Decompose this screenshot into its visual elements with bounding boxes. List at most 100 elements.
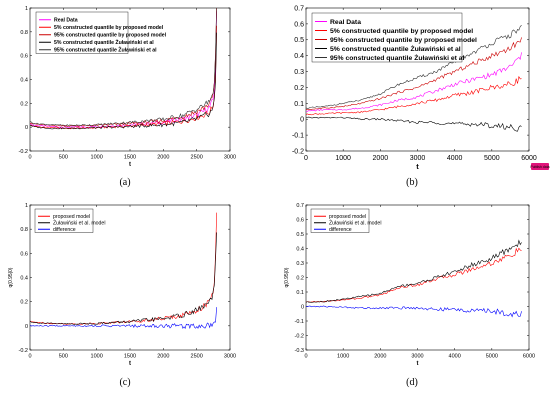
legend-label: 95% constructed quantile by proposed mod… (54, 33, 167, 39)
y-tick-label: 0.5 (296, 232, 304, 238)
x-tick-label: 1500 (124, 354, 136, 360)
y-tick-label: 0.6 (294, 21, 304, 28)
series-group (306, 25, 522, 132)
y-tick-label: 0 (301, 304, 304, 310)
y-tick-label: 0.4 (296, 246, 304, 252)
legend-label: 5% constructed quantile Żuławiński et al (330, 45, 461, 53)
publish-badge (531, 163, 549, 170)
x-tick-label: 6000 (523, 354, 535, 360)
y-tick-label: 0 (300, 117, 304, 124)
y-tick-label: 0.7 (296, 203, 304, 209)
legend-label: 95% constructed quantile Żuławiński et a… (330, 54, 465, 62)
y-tick-label: 0.2 (20, 300, 28, 306)
x-tick-label: 0 (28, 155, 31, 161)
x-tick-label: 0 (304, 155, 308, 162)
series-line-4 (306, 116, 522, 132)
publish-badge-label: Publish data (530, 165, 549, 169)
x-tick-label: 2500 (191, 354, 203, 360)
legend-label: proposed model (53, 214, 90, 220)
x-tick-label: 3000 (410, 155, 426, 162)
legend-label: 5% constructed quantile by proposed mode… (54, 25, 164, 31)
legend-label: difference (329, 227, 352, 233)
y-tick-label: -0.2 (19, 348, 28, 354)
legend-label: 5% constructed quantile by proposed mode… (330, 28, 473, 35)
x-tick-label: 1000 (337, 354, 349, 360)
y-tick-label: 0.8 (20, 227, 28, 233)
x-tick-label: 4000 (447, 155, 463, 162)
y-tick-label: 0.8 (20, 30, 28, 36)
chart-panel-1: -0.200.20.40.60.810 500 1000 1500 2000 2500 30… (19, 6, 237, 188)
series-line-5 (306, 25, 522, 109)
y-tick-label: 0.7 (294, 5, 304, 12)
legend-label: Real Data (54, 18, 78, 24)
x-tick-label: 6000 (521, 155, 537, 162)
legend-label: Żuławiński et al. model (53, 220, 105, 227)
x-tick-label: 500 (59, 354, 68, 360)
x-tick-label: 5000 (486, 354, 498, 360)
legend-box (310, 208, 370, 233)
series-group (30, 8, 217, 130)
x-tick-label: 2000 (373, 155, 389, 162)
y-tick-label: -0.2 (292, 148, 304, 155)
panel-caption: (d) (406, 377, 418, 388)
x-tick-label: 5000 (484, 155, 500, 162)
y-tick-label: 0.2 (20, 101, 28, 107)
panel-caption: (c) (119, 377, 130, 388)
x-tick-label: 0 (304, 354, 307, 360)
legend-label: 5% constructed quantile Żuławiński et al (54, 39, 154, 46)
x-tick-label: 2500 (191, 155, 203, 161)
series-line-3 (30, 307, 217, 330)
y-tick-label: -0.3 (295, 348, 304, 354)
x-tick-label: 0 (28, 354, 31, 360)
legend-box (311, 12, 463, 63)
x-tick-label: 1000 (91, 155, 103, 161)
legend-label: proposed model (329, 214, 366, 220)
series-line-5 (30, 8, 217, 127)
y-tick-label: 0.4 (20, 275, 28, 281)
y-tick-label: 0.6 (20, 251, 28, 257)
y-tick-label: 0.4 (20, 77, 28, 83)
y-tick-label: 0.1 (294, 101, 304, 108)
legend-label: 95% constructed quantile by proposed mod… (330, 37, 477, 44)
legend-label: Real Data (330, 19, 361, 26)
legend-box (35, 11, 129, 54)
series-line-1 (306, 52, 522, 113)
series-line-3 (30, 8, 217, 127)
chart-panel-4: -0.3 -0.2 -0.1 0 0.1 0.2 0.3 0.4 0.5 0.6 0.7 0 1000 2… (284, 203, 535, 388)
series-line-1 (306, 247, 522, 303)
legend-label: 95% constructed quantile Żuławiński et a… (54, 47, 157, 54)
y-tick-label: 0 (25, 125, 28, 131)
y-axis-label: q(0.95|0) (8, 267, 14, 287)
y-tick-label: -0.1 (292, 133, 304, 140)
x-tick-label: 2000 (157, 354, 169, 360)
y-tick-label: 0.2 (294, 85, 304, 92)
y-tick-label: 0.6 (20, 54, 28, 60)
y-tick-label: 1 (25, 203, 28, 209)
y-tick-label: 0.6 (296, 217, 304, 223)
x-axis-label: t (416, 162, 419, 171)
series-line-2 (306, 75, 522, 116)
y-tick-label: 0.5 (294, 37, 304, 44)
x-tick-label: 2000 (374, 354, 386, 360)
panel-caption: (a) (119, 177, 130, 188)
legend-label: difference (53, 227, 76, 233)
x-tick-label: 3000 (224, 155, 236, 161)
x-tick-label: 1500 (124, 155, 136, 161)
x-tick-label: 1000 (91, 354, 103, 360)
x-tick-label: 1000 (335, 155, 351, 162)
y-tick-label: -0.2 (19, 149, 28, 155)
x-axis-label: t (129, 361, 131, 367)
y-tick-label: -0.1 (295, 319, 304, 325)
series-group (306, 239, 522, 318)
series-line-2 (306, 239, 522, 303)
y-tick-label: 0.3 (296, 261, 304, 267)
y-tick-label: 0.1 (296, 290, 304, 296)
y-tick-label: 0.4 (294, 53, 304, 60)
chart-panel-2: -0.2 -0.1 0 0.1 0.2 0.3 0.4 0.5 0.6 0.7 0 1000 2000 3… (292, 5, 550, 188)
x-tick-label: 2000 (157, 155, 169, 161)
chart-panel-3: -0.200.20.40.60.810 500 1000 1500 2000 2500 30… (8, 203, 236, 388)
x-tick-label: 3000 (411, 354, 423, 360)
x-tick-label: 4000 (449, 354, 461, 360)
y-tick-label: 1 (25, 6, 28, 12)
